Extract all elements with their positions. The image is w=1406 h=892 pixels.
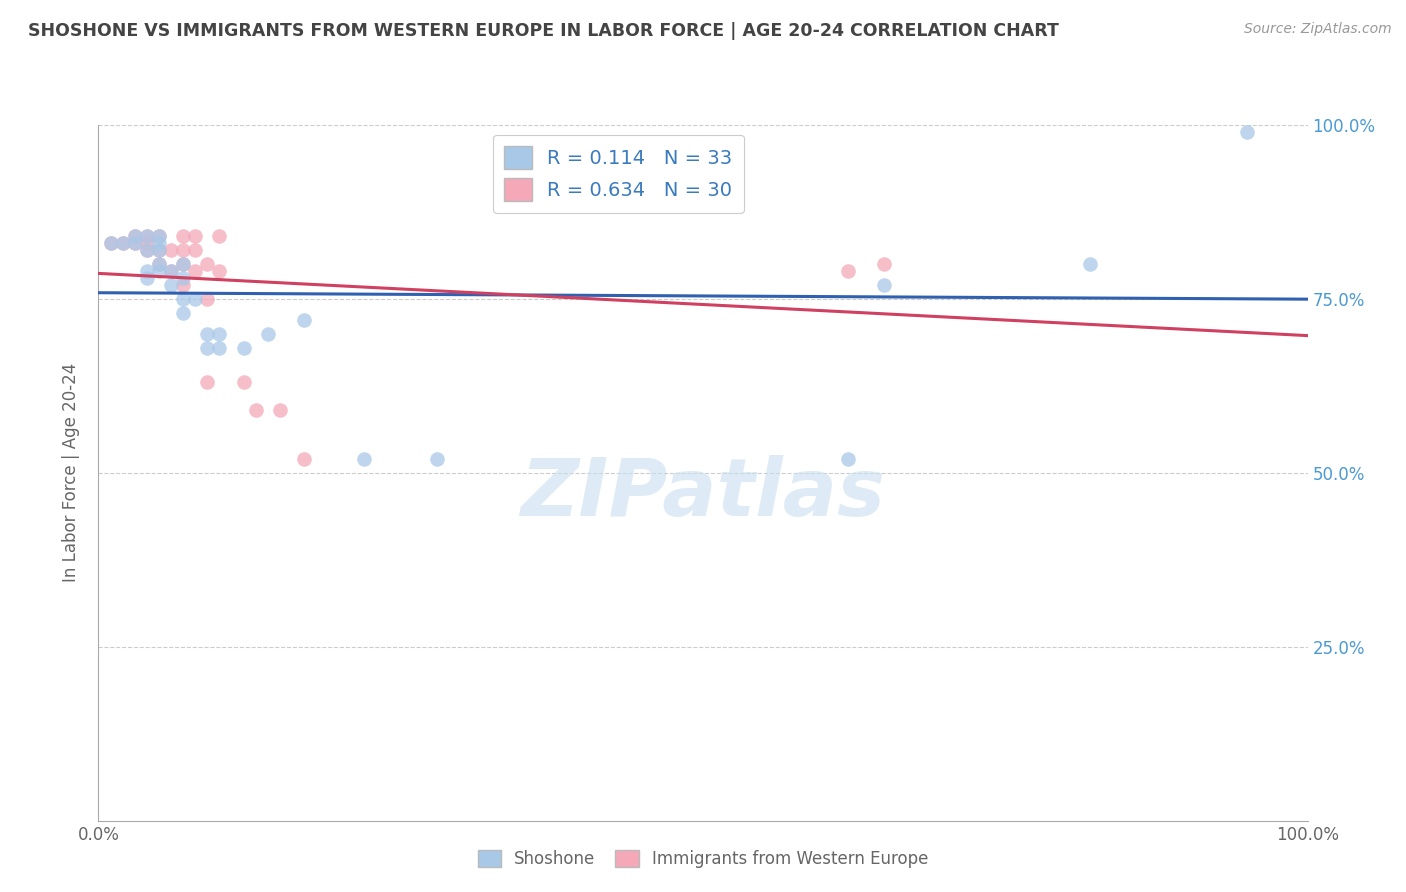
Point bbox=[100, 236, 122, 251]
Point bbox=[172, 271, 194, 285]
Point bbox=[172, 257, 194, 271]
Point bbox=[135, 229, 157, 244]
Point bbox=[172, 277, 194, 292]
Point bbox=[172, 257, 194, 271]
Point bbox=[160, 264, 183, 278]
Point bbox=[124, 229, 146, 244]
Point bbox=[1078, 257, 1101, 271]
Point bbox=[135, 243, 157, 257]
Point bbox=[245, 403, 267, 417]
Point bbox=[160, 243, 183, 257]
Point bbox=[148, 229, 170, 244]
Point bbox=[111, 236, 134, 251]
Y-axis label: In Labor Force | Age 20-24: In Labor Force | Age 20-24 bbox=[62, 363, 80, 582]
Point bbox=[837, 451, 859, 466]
Point bbox=[184, 292, 207, 306]
Point bbox=[184, 264, 207, 278]
Text: Source: ZipAtlas.com: Source: ZipAtlas.com bbox=[1244, 22, 1392, 37]
Point bbox=[184, 243, 207, 257]
Point bbox=[873, 257, 896, 271]
Point bbox=[111, 236, 134, 251]
Point bbox=[172, 243, 194, 257]
Point bbox=[195, 257, 218, 271]
Point bbox=[100, 236, 122, 251]
Point bbox=[135, 264, 157, 278]
Point bbox=[353, 451, 375, 466]
Point bbox=[195, 341, 218, 355]
Point bbox=[256, 326, 278, 341]
Point bbox=[292, 312, 315, 326]
Point bbox=[195, 326, 218, 341]
Point bbox=[148, 236, 170, 251]
Point bbox=[148, 243, 170, 257]
Point bbox=[148, 243, 170, 257]
Point bbox=[124, 236, 146, 251]
Point bbox=[135, 271, 157, 285]
Point bbox=[148, 257, 170, 271]
Point bbox=[195, 376, 218, 390]
Point bbox=[172, 306, 194, 320]
Point bbox=[873, 277, 896, 292]
Point bbox=[148, 229, 170, 244]
Point bbox=[269, 403, 291, 417]
Point bbox=[124, 229, 146, 244]
Point bbox=[148, 257, 170, 271]
Point bbox=[208, 264, 231, 278]
Point bbox=[160, 277, 183, 292]
Point bbox=[135, 243, 157, 257]
Text: ZIPatlas: ZIPatlas bbox=[520, 455, 886, 533]
Point bbox=[1236, 125, 1258, 139]
Point bbox=[195, 292, 218, 306]
Point bbox=[292, 451, 315, 466]
Point bbox=[135, 229, 157, 244]
Point bbox=[172, 229, 194, 244]
Point bbox=[148, 264, 170, 278]
Text: SHOSHONE VS IMMIGRANTS FROM WESTERN EUROPE IN LABOR FORCE | AGE 20-24 CORRELATIO: SHOSHONE VS IMMIGRANTS FROM WESTERN EURO… bbox=[28, 22, 1059, 40]
Point bbox=[232, 341, 254, 355]
Legend: Shoshone, Immigrants from Western Europe: Shoshone, Immigrants from Western Europe bbox=[471, 844, 935, 875]
Point bbox=[208, 229, 231, 244]
Point bbox=[135, 236, 157, 251]
Point bbox=[426, 451, 449, 466]
Point bbox=[172, 292, 194, 306]
Point bbox=[208, 341, 231, 355]
Point bbox=[184, 229, 207, 244]
Point bbox=[124, 236, 146, 251]
Point bbox=[208, 326, 231, 341]
Point bbox=[837, 264, 859, 278]
Point bbox=[232, 376, 254, 390]
Point bbox=[160, 264, 183, 278]
